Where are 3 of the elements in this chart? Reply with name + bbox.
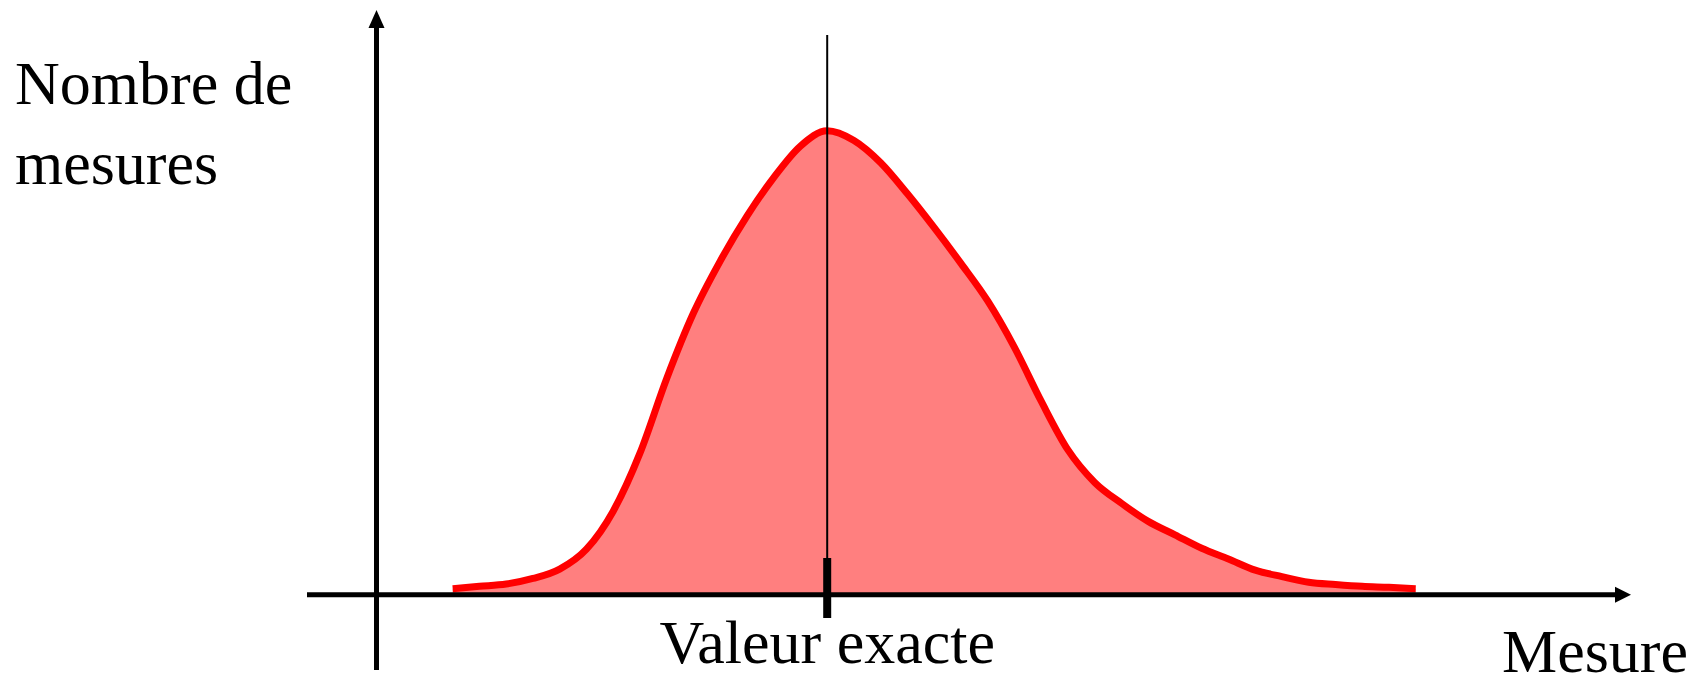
text: Valeur exacte	[659, 608, 996, 676]
x-axis-title: Mesure	[1502, 617, 1688, 678]
y-axis-title: Nombre de mesures	[15, 49, 293, 197]
